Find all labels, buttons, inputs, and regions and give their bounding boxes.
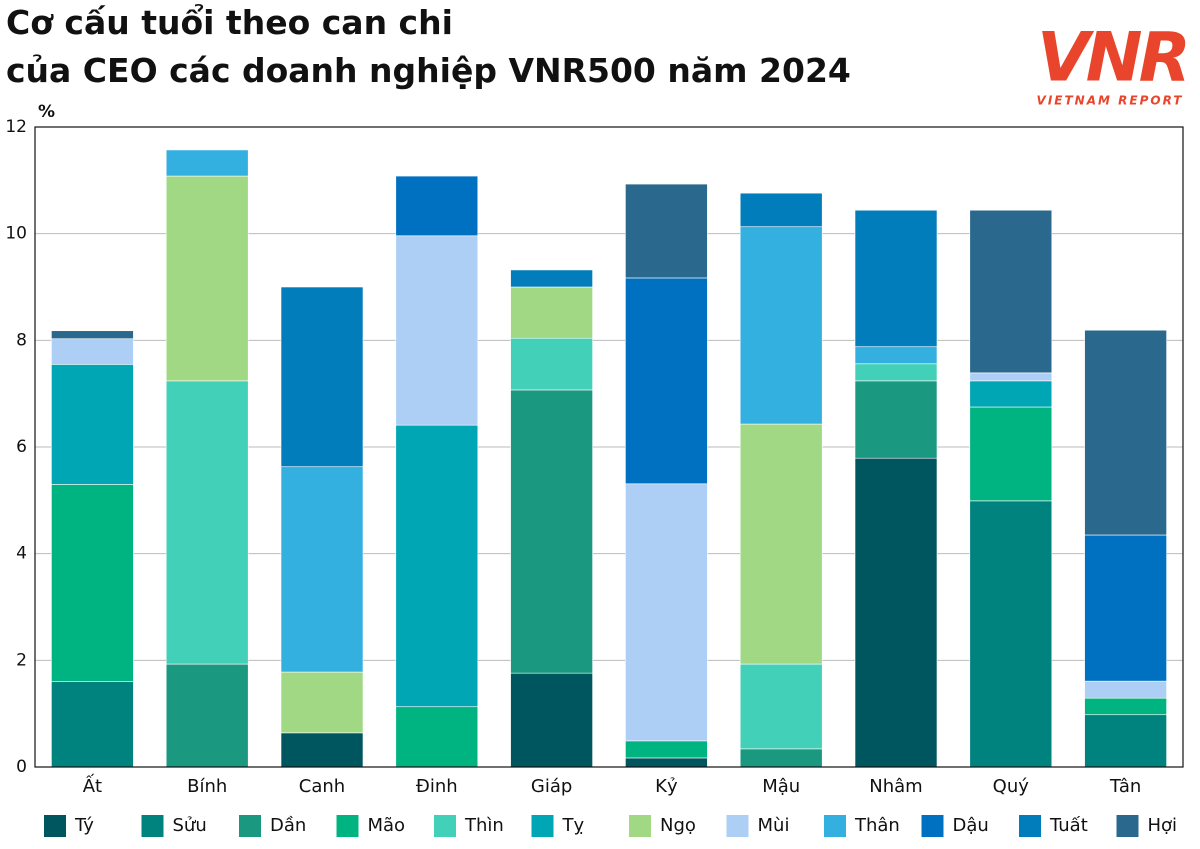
- bar-segment: [739, 748, 823, 768]
- legend-swatch: [434, 815, 456, 837]
- bar-segment: [625, 183, 708, 279]
- bar-segment: [854, 363, 938, 382]
- bar-segment: [510, 389, 593, 674]
- legend-swatch: [531, 815, 554, 837]
- legend-label: Tỵ: [562, 815, 585, 836]
- bar-segment: [625, 740, 708, 759]
- bar-segment: [165, 663, 249, 768]
- bar-segment: [51, 681, 134, 768]
- bar-segment: [51, 338, 134, 365]
- bar-segment: [51, 364, 134, 485]
- bar-segment: [1084, 714, 1167, 768]
- legend-swatch: [824, 815, 846, 837]
- legend-swatch: [336, 815, 359, 837]
- logo-tagline: VIETNAM REPORT: [1037, 94, 1184, 108]
- x-tick-label: Nhâm: [869, 776, 922, 797]
- legend-swatch: [239, 815, 261, 837]
- plot-frame: [34, 126, 1184, 768]
- bar-segment: [395, 175, 479, 237]
- bar-segment: [739, 423, 823, 665]
- y-tick-label: 10: [5, 224, 27, 244]
- legend-label: Dần: [270, 815, 306, 836]
- x-tick-label: Tân: [1109, 776, 1141, 797]
- bar-segment: [854, 209, 938, 348]
- legend-swatch: [921, 815, 944, 837]
- bar-segment: [969, 209, 1053, 374]
- bar-segment: [969, 380, 1053, 408]
- legend-label: Thân: [854, 815, 900, 836]
- legend-swatch: [629, 815, 651, 837]
- bar-segment: [51, 330, 134, 340]
- legend-swatch: [726, 815, 749, 837]
- y-tick-label: 12: [5, 117, 27, 137]
- bar-segment: [1084, 329, 1167, 536]
- bar-segment: [280, 466, 364, 673]
- bar-segment: [51, 484, 134, 682]
- x-tick-label: Ất: [83, 773, 102, 797]
- y-axis-label: %: [38, 102, 55, 122]
- bar-segment: [510, 337, 593, 391]
- y-tick-label: 4: [16, 544, 27, 564]
- bar-segment: [395, 235, 479, 426]
- bar-segment: [510, 269, 593, 288]
- x-tick-label: Mậu: [762, 776, 800, 797]
- bar-segment: [854, 457, 938, 768]
- legend-swatch: [141, 815, 164, 837]
- bar-segment: [280, 671, 364, 734]
- bar-segment: [969, 500, 1053, 768]
- bar-segment: [1084, 697, 1167, 716]
- bar-segment: [280, 732, 364, 768]
- y-tick-label: 2: [16, 650, 27, 670]
- bar-segment: [395, 706, 479, 768]
- x-tick-label: Giáp: [531, 776, 572, 797]
- logo-mark: VNR: [1037, 19, 1187, 98]
- bar-segment: [625, 757, 708, 768]
- legend-label: Hợi: [1148, 815, 1178, 836]
- x-tick-label: Canh: [299, 776, 345, 797]
- bar-segment: [165, 149, 249, 177]
- legend-label: Mão: [368, 815, 406, 836]
- x-tick-label: Quý: [993, 776, 1030, 797]
- legend-label: Sửu: [173, 815, 207, 836]
- bar-segment: [1084, 534, 1167, 682]
- bar-segment: [395, 424, 479, 708]
- bar-segment: [625, 483, 708, 742]
- legend-swatch: [1116, 815, 1139, 837]
- legend-label: Thìn: [464, 815, 504, 836]
- legend-label: Ngọ: [660, 815, 696, 836]
- bar-segment: [854, 380, 938, 459]
- bar-segment: [1084, 680, 1167, 699]
- bar-segment: [739, 226, 823, 425]
- bar-segment: [739, 663, 823, 750]
- bar-segment: [625, 277, 708, 485]
- bar-segment: [280, 286, 364, 468]
- y-tick-label: 6: [16, 437, 27, 457]
- chart-title: Cơ cấu tuổi theo can chi: [6, 2, 453, 42]
- y-tick-label: 0: [16, 757, 27, 777]
- chart-title: của CEO các doanh nghiệp VNR500 năm 2024: [6, 51, 851, 90]
- legend-label: Tý: [74, 815, 94, 836]
- legend-swatch: [1019, 815, 1041, 837]
- y-tick-label: 8: [16, 330, 27, 350]
- bar-segment: [969, 406, 1053, 502]
- bar-segment: [969, 372, 1053, 382]
- bar-segment: [165, 175, 249, 382]
- bar-segment: [510, 286, 593, 339]
- bar-segment: [739, 192, 823, 228]
- legend-swatch: [44, 815, 66, 837]
- bar-segment: [510, 672, 593, 768]
- x-tick-label: Đinh: [416, 776, 458, 797]
- x-tick-label: Bính: [187, 776, 227, 797]
- legend-label: Dậu: [953, 815, 989, 836]
- bar-segment: [165, 380, 249, 665]
- legend-label: Mùi: [758, 815, 790, 836]
- x-tick-label: Kỷ: [655, 776, 678, 797]
- legend-label: Tuất: [1049, 815, 1088, 836]
- bar-segment: [854, 346, 938, 365]
